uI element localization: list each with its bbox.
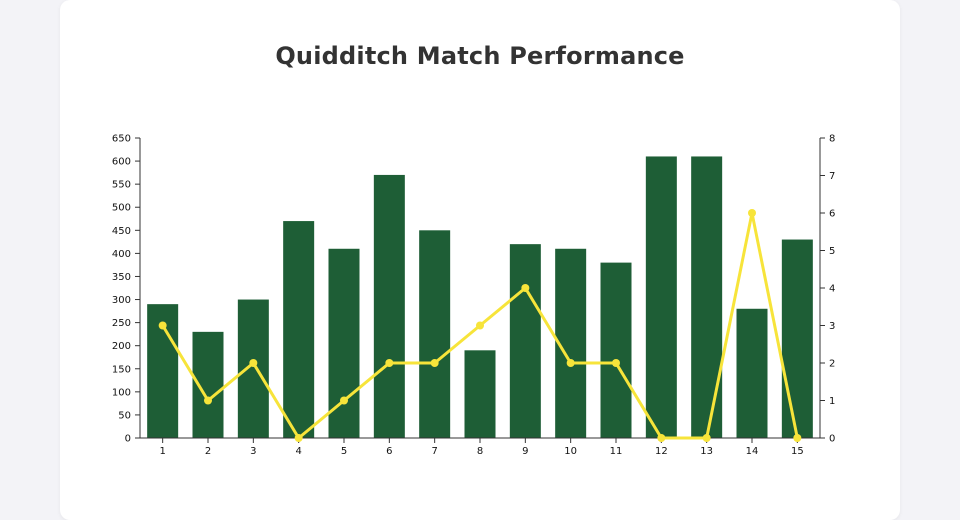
chart-title: Quidditch Match Performance xyxy=(275,42,685,70)
x-tick-label: 9 xyxy=(522,446,528,457)
line-point xyxy=(340,396,348,405)
x-tick-label: 13 xyxy=(700,446,713,457)
bar xyxy=(328,248,360,438)
y-left-tick-label: 200 xyxy=(112,341,131,352)
x-tick-label: 15 xyxy=(791,446,804,457)
x-tick-label: 8 xyxy=(477,446,483,457)
y-left-tick-label: 0 xyxy=(125,434,131,445)
line-point xyxy=(521,284,530,292)
x-tick-label: 5 xyxy=(341,446,347,457)
y-left-tick-label: 300 xyxy=(112,295,131,306)
y-left-tick-label: 100 xyxy=(112,387,131,398)
bar xyxy=(237,299,269,438)
line-point xyxy=(430,359,439,367)
y-right-tick-label: 5 xyxy=(829,246,835,257)
y-right-tick-label: 2 xyxy=(829,359,835,370)
x-tick-label: 14 xyxy=(746,446,759,457)
line-point xyxy=(294,434,303,442)
y-right-tick-label: 3 xyxy=(829,321,835,332)
y-left-tick-label: 650 xyxy=(112,134,131,145)
bar xyxy=(781,239,813,438)
bar xyxy=(509,244,541,438)
line-point xyxy=(385,359,394,367)
bar xyxy=(736,308,768,438)
x-tick-label: 3 xyxy=(250,446,256,457)
y-right-tick-label: 8 xyxy=(829,134,835,145)
y-left-tick-label: 600 xyxy=(112,157,131,168)
bar xyxy=(600,262,632,438)
y-right-tick-label: 1 xyxy=(829,396,835,407)
y-left-tick-label: 150 xyxy=(112,364,131,375)
x-tick-label: 12 xyxy=(655,446,668,457)
bar xyxy=(419,230,451,438)
y-right-tick-label: 4 xyxy=(829,284,835,295)
line-point xyxy=(476,321,484,330)
y-left-tick-label: 400 xyxy=(112,249,131,260)
x-tick-label: 10 xyxy=(564,446,577,457)
x-tick-label: 6 xyxy=(386,446,392,457)
x-tick-label: 7 xyxy=(431,446,437,457)
line-point xyxy=(748,209,756,217)
chart-canvas: 0 50 100 150 200 250 300 350 400 450 500 550 600 650 0… xyxy=(112,134,835,458)
x-tick-label: 4 xyxy=(295,446,301,457)
line-point xyxy=(204,396,212,405)
line-point xyxy=(566,359,575,367)
x-tick-label: 2 xyxy=(205,446,211,457)
y-left-tick-label: 250 xyxy=(112,318,131,329)
line-point xyxy=(657,434,666,442)
x-tick-label: 11 xyxy=(610,446,623,457)
bar xyxy=(645,156,677,438)
bar xyxy=(464,350,496,438)
bar xyxy=(691,156,723,438)
line-point xyxy=(612,359,620,367)
bar xyxy=(283,221,315,438)
y-left-tick-label: 450 xyxy=(112,226,131,237)
x-tick-label: 1 xyxy=(159,446,165,457)
line-point xyxy=(249,359,258,367)
y-left-tick-label: 550 xyxy=(112,180,131,191)
line-point xyxy=(702,434,711,442)
y-left-tick-label: 350 xyxy=(112,272,131,283)
y-left-tick-label: 50 xyxy=(118,410,131,421)
line-point xyxy=(158,321,167,330)
y-left-tick-label: 500 xyxy=(112,203,131,214)
y-right-tick-label: 6 xyxy=(829,209,835,220)
y-right-tick-label: 7 xyxy=(829,171,835,182)
line-point xyxy=(793,434,802,442)
bar xyxy=(373,174,405,438)
y-right-tick-label: 0 xyxy=(829,434,835,445)
